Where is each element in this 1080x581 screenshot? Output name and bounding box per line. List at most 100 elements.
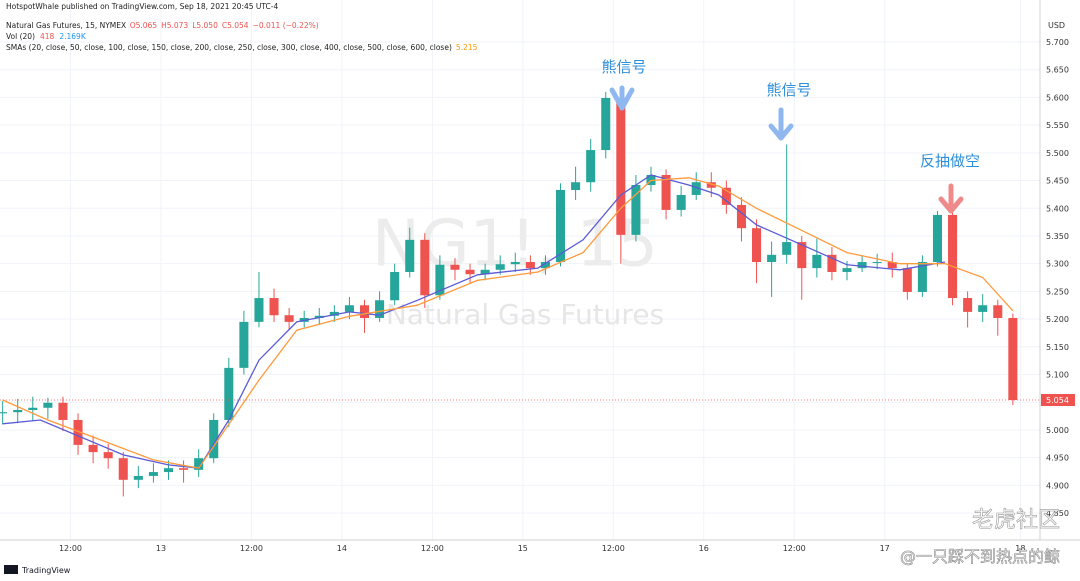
volume-title: Vol (20)	[6, 32, 35, 41]
candle-body	[163, 468, 174, 473]
brand-logo	[4, 565, 18, 574]
candle-body	[420, 239, 430, 296]
x-tick-label: 12:00	[602, 544, 625, 553]
annotation: 熊信号	[766, 81, 811, 99]
symbol-legend: Natural Gas Futures, 15, NYMEX O5.065 H5.0…	[6, 21, 319, 30]
candle-body	[797, 242, 807, 269]
candle-body	[571, 182, 581, 190]
y-tick-label: 5.250	[1046, 287, 1069, 296]
candle-body	[359, 305, 370, 318]
credit-author: @一只踩不到热点的鲸	[900, 547, 1060, 566]
y-tick-label: 4.950	[1046, 454, 1069, 463]
candle-body	[495, 264, 505, 270]
candle-body	[224, 367, 234, 420]
candle-body	[812, 254, 822, 269]
candle-body	[284, 315, 294, 322]
candle-body	[586, 150, 596, 183]
y-tick-label: 5.200	[1046, 315, 1069, 324]
x-tick-label: 16	[699, 544, 709, 553]
candle-body	[390, 271, 400, 301]
low-label: L5.050	[192, 21, 218, 30]
candle-body	[148, 472, 158, 476]
candle-body	[269, 298, 279, 316]
candle-body	[827, 254, 837, 272]
y-tick-label: 5.150	[1046, 343, 1069, 352]
candle-body	[510, 262, 520, 265]
candle-body	[752, 228, 762, 263]
candle-body	[450, 264, 460, 270]
annotation: 熊信号	[601, 58, 646, 76]
candle-body	[209, 419, 219, 459]
y-tick-label: 5.500	[1046, 149, 1069, 158]
sma-value: 5.215	[456, 43, 478, 52]
candle-body	[194, 458, 204, 470]
candle-body	[13, 409, 23, 413]
sma-line	[2, 177, 1014, 469]
y-tick-label: 5.350	[1046, 232, 1069, 241]
candle-body	[465, 269, 475, 275]
candle-body	[58, 402, 68, 420]
candle-body	[540, 262, 550, 269]
plot	[0, 91, 1040, 497]
y-tick-label: 5.000	[1046, 426, 1069, 435]
candle-body	[344, 305, 354, 312]
candle-body	[73, 419, 83, 445]
candle-body	[932, 214, 942, 263]
candle-body	[0, 412, 8, 414]
candle-body	[329, 311, 339, 316]
x-tick-label: 17	[880, 544, 890, 553]
candle-body	[254, 298, 264, 322]
x-tick-label: 12:00	[783, 544, 806, 553]
currency: USD	[1048, 21, 1065, 30]
candle-body	[706, 182, 716, 188]
candle-body	[948, 214, 958, 299]
x-tick-label: 12:00	[240, 544, 263, 553]
y-tick-label: 5.650	[1046, 66, 1069, 75]
candle-body	[239, 321, 249, 368]
last-price-box	[1041, 394, 1075, 407]
volume-legend: Vol (20) 418 2.169K	[6, 32, 87, 41]
change-label: −0.011 (−0.22%)	[253, 21, 319, 30]
annotation: 反抽做空	[920, 152, 980, 170]
candle-body	[857, 262, 867, 269]
candle-body	[736, 204, 746, 229]
candle-body	[978, 305, 988, 312]
candle-body	[616, 97, 626, 235]
y-tick-label: 5.700	[1046, 38, 1069, 47]
brand: TradingView	[21, 566, 71, 575]
y-tick-label: 5.300	[1046, 260, 1069, 269]
close-label: C5.054	[222, 21, 249, 30]
candle-body	[631, 184, 641, 235]
sma-title: SMAs (20, close, 50, close, 100, close, …	[6, 43, 452, 52]
candle-body	[601, 97, 611, 151]
y-tick-label: 4.850	[1046, 509, 1069, 518]
candle-body	[405, 239, 415, 272]
grid	[0, 0, 1040, 540]
volume-ma-value: 2.169K	[59, 32, 86, 41]
candle-body	[314, 315, 324, 318]
candle-body	[691, 182, 701, 195]
volume-value: 418	[40, 32, 55, 41]
sma-line	[2, 174, 946, 469]
candle-body	[721, 187, 731, 205]
candle-body	[993, 305, 1003, 318]
candle-body	[525, 262, 535, 269]
open-label: O5.065	[130, 21, 158, 30]
publisher: HotspotWhale published on TradingView.co…	[6, 2, 278, 11]
candle-body	[480, 269, 490, 275]
candle-body	[782, 242, 792, 255]
y-tick-label: 4.900	[1046, 481, 1069, 490]
candle-body	[1008, 317, 1018, 401]
candle-body	[88, 444, 98, 453]
y-tick-label: 5.400	[1046, 204, 1069, 213]
candle-body	[103, 452, 113, 459]
candle-body	[555, 189, 566, 263]
watermark-name: Natural Gas Futures	[386, 298, 664, 331]
candle-body	[133, 475, 143, 480]
y-tick-label: 5.100	[1046, 371, 1069, 380]
x-tick-label: 18	[1015, 544, 1025, 553]
y-tick-label: 5.600	[1046, 93, 1069, 102]
